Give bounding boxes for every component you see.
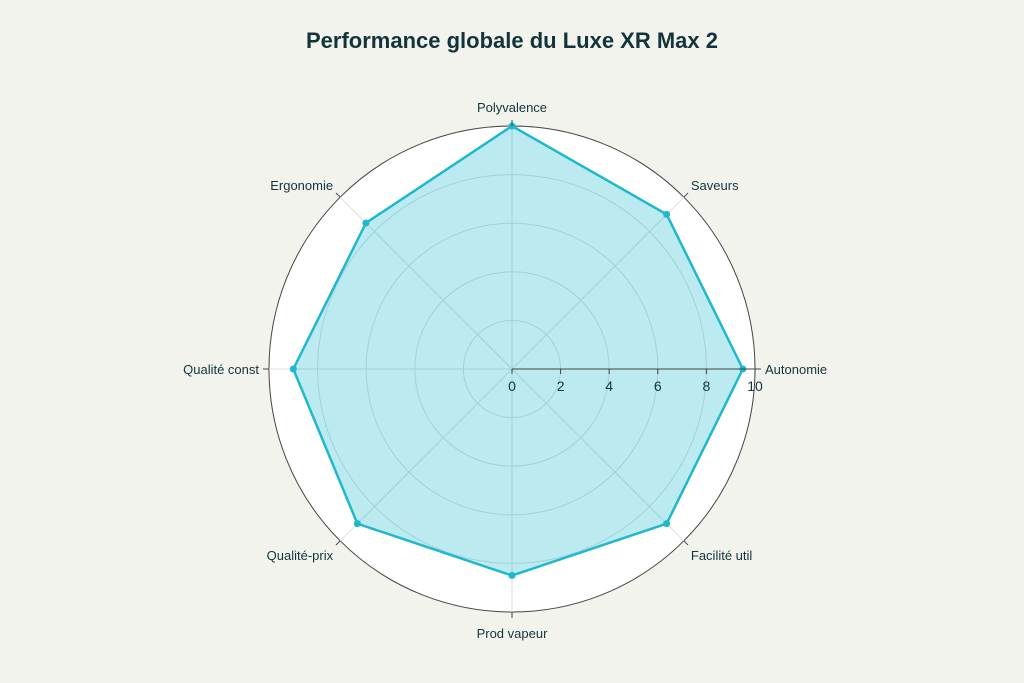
radial-tick-label: 0	[508, 378, 516, 394]
grid-spoke	[339, 368, 513, 542]
radial-tick-label: 6	[654, 378, 662, 394]
angular-tick	[683, 192, 689, 198]
angular-tick	[335, 540, 341, 546]
grid-spoke	[511, 368, 685, 542]
radial-tick-label: 2	[557, 378, 565, 394]
category-label: Ergonomie	[270, 178, 333, 193]
angular-tick	[683, 540, 689, 546]
category-label: Autonomie	[765, 362, 827, 377]
data-point	[362, 219, 370, 227]
angular-tick	[335, 192, 341, 198]
data-point	[289, 365, 297, 373]
data-point	[508, 572, 516, 580]
category-label: Facilité util	[691, 548, 753, 563]
category-label: Prod vapeur	[477, 626, 548, 641]
data-point	[353, 520, 361, 528]
chart-title: Performance globale du Luxe XR Max 2	[305, 28, 718, 53]
data-point	[663, 520, 671, 528]
data-point	[663, 210, 671, 218]
category-label: Saveurs	[691, 178, 739, 193]
category-label: Qualité-prix	[267, 548, 334, 563]
grid-spoke	[339, 196, 513, 370]
category-label: Qualité const	[183, 362, 259, 377]
radial-tick-label: 10	[747, 378, 763, 394]
category-label: Polyvalence	[477, 100, 547, 115]
radial-tick-label: 4	[605, 378, 613, 394]
radial-tick-label: 8	[703, 378, 711, 394]
grid-spoke	[511, 196, 685, 370]
